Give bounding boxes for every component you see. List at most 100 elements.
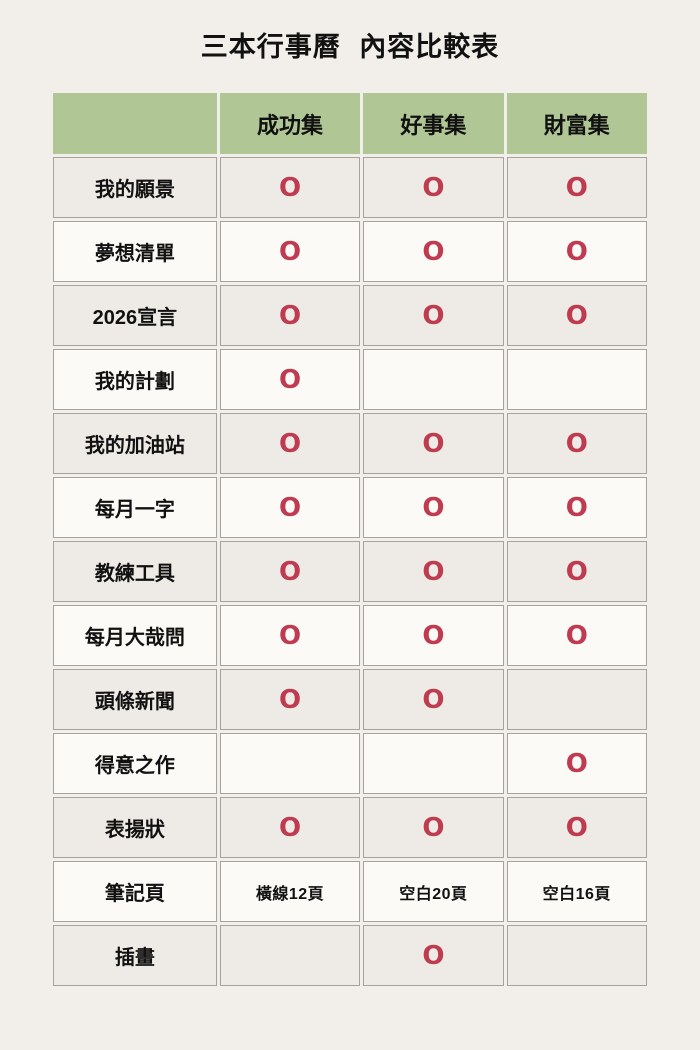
row-label: 我的加油站 — [53, 413, 217, 474]
table-row: 我的願景 O O O — [53, 157, 647, 218]
circle-mark-icon: O — [278, 812, 302, 843]
cell-value: 空白16頁 — [542, 885, 611, 903]
circle-mark-icon: O — [422, 812, 445, 843]
table-cell — [219, 733, 361, 794]
table-cell: O — [363, 221, 504, 282]
table-cell: O — [506, 733, 647, 794]
row-label: 得意之作 — [53, 733, 217, 794]
row-label: 2026宣言 — [53, 285, 217, 346]
circle-mark-icon: O — [278, 428, 302, 459]
circle-mark-icon: O — [565, 620, 588, 651]
circle-mark-icon: O — [565, 236, 588, 267]
table-row: 筆記頁 橫線12頁 空白20頁 空白16頁 — [53, 861, 647, 922]
row-label: 插畫 — [53, 925, 217, 986]
table-cell: O — [219, 669, 361, 730]
table-cell: O — [506, 157, 647, 218]
table-row: 頭條新聞 O O — [53, 669, 647, 730]
comparison-table: 成功集 好事集 財富集 我的願景 O O O 夢想清單 O O O 2026宣言 O O O 我的計劃 O 我的… — [50, 90, 650, 989]
table-cell: O — [219, 413, 361, 474]
column-header: 成功集 — [219, 93, 361, 154]
table-cell: O — [219, 221, 361, 282]
table-cell: 橫線12頁 — [219, 861, 361, 922]
circle-mark-icon: O — [422, 620, 445, 651]
table-cell: O — [219, 797, 361, 858]
table-row: 得意之作 O — [53, 733, 647, 794]
table-cell: O — [506, 285, 647, 346]
circle-mark-icon: O — [565, 812, 588, 843]
column-header: 好事集 — [363, 93, 504, 154]
table-cell: O — [506, 541, 647, 602]
circle-mark-icon: O — [422, 236, 445, 267]
circle-mark-icon: O — [422, 940, 445, 971]
table-row: 教練工具 O O O — [53, 541, 647, 602]
circle-mark-icon: O — [565, 300, 588, 331]
table-cell: O — [219, 477, 361, 538]
table-row: 我的加油站 O O O — [53, 413, 647, 474]
circle-mark-icon: O — [422, 492, 445, 523]
table-cell: O — [363, 605, 504, 666]
table-cell: O — [506, 221, 647, 282]
circle-mark-icon: O — [565, 172, 588, 203]
table-row: 每月一字 O O O — [53, 477, 647, 538]
table-cell: O — [219, 349, 361, 410]
table-header-row: 成功集 好事集 財富集 — [53, 93, 647, 154]
circle-mark-icon: O — [278, 492, 302, 523]
table-cell: 空白16頁 — [506, 861, 647, 922]
corner-cell — [53, 93, 217, 154]
table-cell: O — [219, 605, 361, 666]
table-row: 2026宣言 O O O — [53, 285, 647, 346]
row-label: 我的計劃 — [53, 349, 217, 410]
table-cell: O — [506, 797, 647, 858]
row-label: 筆記頁 — [53, 861, 217, 922]
table-cell: O — [363, 157, 504, 218]
row-label: 頭條新聞 — [53, 669, 217, 730]
circle-mark-icon: O — [278, 364, 302, 395]
table-cell: O — [363, 477, 504, 538]
cell-value: 橫線12頁 — [255, 885, 325, 903]
table-cell — [219, 925, 361, 986]
table-cell: O — [219, 541, 361, 602]
row-label: 每月大哉問 — [53, 605, 217, 666]
table-cell: O — [506, 477, 647, 538]
circle-mark-icon: O — [278, 556, 302, 587]
circle-mark-icon: O — [422, 556, 445, 587]
table-row: 表揚狀 O O O — [53, 797, 647, 858]
table-cell: O — [363, 413, 504, 474]
circle-mark-icon: O — [565, 748, 588, 779]
circle-mark-icon: O — [278, 684, 302, 715]
circle-mark-icon: O — [565, 492, 588, 523]
circle-mark-icon: O — [422, 428, 445, 459]
table-cell: O — [506, 605, 647, 666]
circle-mark-icon: O — [278, 236, 302, 267]
table-body: 我的願景 O O O 夢想清單 O O O 2026宣言 O O O 我的計劃 O 我的加油站 O O O 每月一字… — [53, 157, 647, 986]
row-label: 教練工具 — [53, 541, 217, 602]
circle-mark-icon: O — [422, 684, 445, 715]
circle-mark-icon: O — [422, 300, 445, 331]
row-label: 表揚狀 — [53, 797, 217, 858]
table-cell: O — [363, 285, 504, 346]
table-cell: O — [506, 413, 647, 474]
table-cell — [506, 669, 647, 730]
circle-mark-icon: O — [422, 172, 445, 203]
table-cell: 空白20頁 — [363, 861, 504, 922]
table-cell: O — [219, 285, 361, 346]
column-header: 財富集 — [506, 93, 647, 154]
table-cell — [506, 349, 647, 410]
cell-value: 空白20頁 — [399, 885, 468, 903]
table-cell — [363, 349, 504, 410]
circle-mark-icon: O — [278, 620, 302, 651]
page-title: 三本行事曆 內容比較表 — [200, 32, 500, 62]
table-cell — [363, 733, 504, 794]
table-cell: O — [363, 925, 504, 986]
row-label: 每月一字 — [53, 477, 217, 538]
table-cell — [506, 925, 647, 986]
circle-mark-icon: O — [565, 556, 588, 587]
row-label: 夢想清單 — [53, 221, 217, 282]
table-cell: O — [363, 797, 504, 858]
circle-mark-icon: O — [278, 300, 302, 331]
table-row: 我的計劃 O — [53, 349, 647, 410]
table-row: 插畫 O — [53, 925, 647, 986]
row-label: 我的願景 — [53, 157, 217, 218]
table-cell: O — [219, 157, 361, 218]
table-cell: O — [363, 669, 504, 730]
